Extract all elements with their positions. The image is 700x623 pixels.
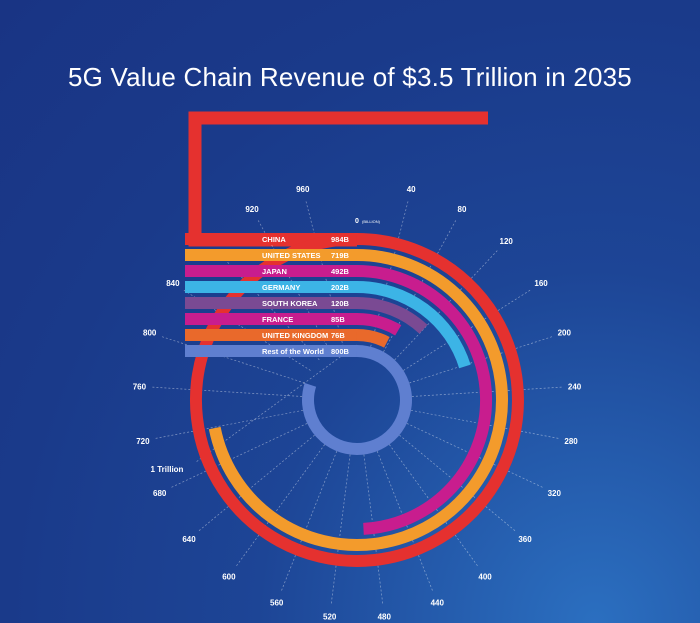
tick-label-320: 320 [548,489,562,498]
tick-label-480: 480 [378,612,392,621]
tick-label-640: 640 [182,535,196,544]
series-name-rest-of-the-world: Rest of the World [262,347,324,356]
arc-rest-of-the-world [302,345,412,455]
tick-line-640 [198,434,315,531]
tick-label-840: 840 [166,279,180,288]
tick-label-1-trillion: 1 Trillion [151,465,184,474]
series-name-south-korea: SOUTH KOREA [262,299,318,308]
arc-japan [356,265,493,535]
tick-line-320 [406,423,543,488]
arc-france [356,313,402,336]
tick-label-440: 440 [431,599,445,608]
tick-label-160: 160 [534,279,548,288]
series-value-germany: 202B [331,283,350,292]
tick-label-400: 400 [478,572,492,581]
series-value-rest-of-the-world: 800B [331,347,350,356]
tick-line-760 [152,386,303,397]
series-value-south-korea: 120B [331,299,350,308]
bar-united-kingdom [185,329,357,341]
tick-line-280 [410,409,559,439]
tick-label-120: 120 [500,237,514,246]
arc-china [190,233,524,567]
bar-rest-of-the-world [185,345,357,357]
tick-label-520: 520 [323,612,337,621]
tick-label-800: 800 [143,329,157,338]
arc-united-kingdom [356,329,390,348]
tick-label-200: 200 [558,329,572,338]
tick-label-280: 280 [564,437,578,446]
tick-line-120 [394,250,498,361]
tick-label-720: 720 [136,437,150,446]
series-value-united-states: 719B [331,251,350,260]
tick-line-400 [389,444,478,567]
tick-line-240 [411,386,562,397]
five-digit-frame [188,111,488,247]
bar-japan [185,265,357,277]
tick-label-40: 40 [407,185,416,194]
bar-south-korea [185,297,357,309]
tick-line-720 [155,409,304,439]
bar-germany [185,281,357,293]
series-name-japan: JAPAN [262,267,287,276]
tick-line-680 [171,423,308,488]
tick-label-360: 360 [518,535,532,544]
series-name-united-states: UNITED STATES [262,251,320,260]
arc-germany [356,281,471,369]
series-name-germany: GERMANY [262,283,300,292]
tick-line-600 [236,444,325,567]
series-name-united-kingdom: UNITED KINGDOM [262,331,328,340]
series-value-japan: 492B [331,267,350,276]
tick-label-760: 760 [133,382,147,391]
tick-line-360 [399,434,516,531]
tick-label-0: 0 [355,218,359,225]
tick-label-240: 240 [568,382,582,391]
tick-label-960: 960 [296,185,310,194]
series-value-china: 984B [331,235,350,244]
tick-line-480 [363,454,384,604]
series-value-france: 85B [331,315,345,324]
tick-line-440 [376,450,433,591]
tick-line-520 [330,454,351,604]
arc-south-korea [356,297,428,334]
tick-line-560 [281,450,338,591]
tick-line-160 [403,289,531,371]
tick-label-680: 680 [153,489,167,498]
chart-title: 5G Value Chain Revenue of $3.5 Trillion … [68,62,632,92]
arc-united-states [208,249,508,551]
series-name-china: CHINA [262,235,286,244]
series-value-united-kingdom: 76B [331,331,345,340]
bar-united-states [185,249,357,261]
tick-line-800 [161,336,305,384]
tick-line-200 [409,336,553,384]
tick-label-560: 560 [270,599,284,608]
tick-label-600: 600 [222,572,236,581]
bar-france [185,313,357,325]
unit-label: (BILLION) [362,219,381,224]
tick-label-920: 920 [245,205,259,214]
series-name-france: FRANCE [262,315,293,324]
tick-label-80: 80 [458,205,467,214]
